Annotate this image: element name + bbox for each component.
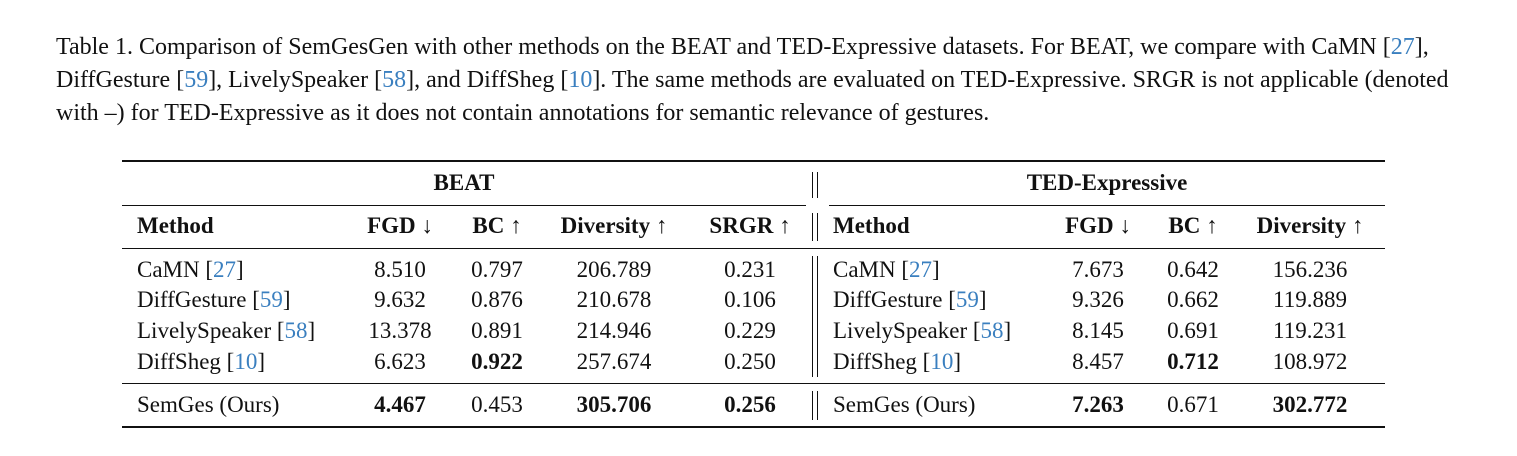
diversity-value: 119.889 xyxy=(1273,287,1347,312)
method-label: DiffSheg xyxy=(137,349,227,374)
column-header-srgr: SRGR ↑ xyxy=(709,213,791,238)
srgr-value-best: 0.256 xyxy=(724,392,776,417)
citation-link[interactable]: 27 xyxy=(213,257,237,282)
column-header-method: Method xyxy=(833,213,910,238)
diversity-value: 108.972 xyxy=(1272,349,1348,374)
srgr-value: 0.229 xyxy=(724,318,776,343)
beat-group-header: BEAT xyxy=(433,170,495,195)
table-top-rule xyxy=(122,160,1385,162)
method-name: CaMN [27] xyxy=(137,257,244,282)
bc-value: 0.891 xyxy=(471,318,523,343)
fgd-value: 7.673 xyxy=(1072,257,1124,282)
column-header-method: Method xyxy=(137,213,214,238)
column-divider xyxy=(817,172,818,198)
ted-group-rule xyxy=(829,205,1385,206)
srgr-value: 0.106 xyxy=(724,287,776,312)
fgd-value: 8.457 xyxy=(1072,349,1124,374)
citation-link[interactable]: 59 xyxy=(955,287,979,312)
column-divider xyxy=(817,256,818,377)
method-label: LivelySpeaker xyxy=(833,318,973,343)
method-name: LivelySpeaker [58] xyxy=(833,318,1012,343)
column-divider xyxy=(812,213,813,241)
diversity-value: 119.231 xyxy=(1273,318,1347,343)
method-name: LivelySpeaker [58] xyxy=(137,318,316,343)
bc-value: 0.691 xyxy=(1167,318,1219,343)
citation-link[interactable]: 58 xyxy=(980,318,1004,343)
bc-value: 0.453 xyxy=(471,392,523,417)
fgd-value: 13.378 xyxy=(368,318,432,343)
table-caption: Table 1. Comparison of SemGesGen with ot… xyxy=(56,31,1476,130)
ours-separator-rule xyxy=(122,383,1385,384)
caption-text: ], DiffGesture [ xyxy=(56,34,1429,93)
citation-link[interactable]: 10 xyxy=(930,349,954,374)
column-divider xyxy=(817,213,818,241)
method-name: DiffGesture [59] xyxy=(137,287,291,312)
bc-value: 0.876 xyxy=(471,287,523,312)
method-name: CaMN [27] xyxy=(833,257,940,282)
caption-text: Table 1. Comparison of SemGesGen with ot… xyxy=(56,34,1391,60)
diversity-value: 206.789 xyxy=(576,257,652,282)
fgd-value: 9.326 xyxy=(1072,287,1124,312)
method-label: DiffGesture xyxy=(833,287,949,312)
column-header-fgd: FGD ↓ xyxy=(367,213,433,238)
fgd-value-best: 4.467 xyxy=(374,392,426,417)
diversity-value: 156.236 xyxy=(1272,257,1348,282)
method-name-ours: SemGes (Ours) xyxy=(833,392,976,417)
beat-group-rule xyxy=(122,205,806,206)
bc-value-best: 0.922 xyxy=(471,349,523,374)
citation-link[interactable]: 58 xyxy=(284,318,308,343)
bc-value-best: 0.712 xyxy=(1167,349,1219,374)
citation-link[interactable]: 59 xyxy=(259,287,283,312)
citation-link[interactable]: 59 xyxy=(184,67,209,93)
column-header-bc: BC ↑ xyxy=(472,213,522,238)
ted-group-header: TED-Expressive xyxy=(1026,170,1188,195)
method-name: DiffSheg [10] xyxy=(137,349,265,374)
table-bottom-rule xyxy=(122,426,1385,428)
fgd-value: 8.145 xyxy=(1072,318,1124,343)
method-label: LivelySpeaker xyxy=(137,318,277,343)
method-label: DiffGesture xyxy=(137,287,253,312)
fgd-value: 6.623 xyxy=(374,349,426,374)
citation-link[interactable]: 27 xyxy=(1390,34,1415,60)
column-divider xyxy=(812,391,813,420)
diversity-value: 210.678 xyxy=(576,287,652,312)
column-header-diversity: Diversity ↑ xyxy=(560,213,668,238)
fgd-value-best: 7.263 xyxy=(1072,392,1124,417)
bc-value: 0.642 xyxy=(1167,257,1219,282)
method-label: CaMN xyxy=(833,257,902,282)
fgd-value: 9.632 xyxy=(374,287,426,312)
srgr-value: 0.250 xyxy=(724,349,776,374)
bc-value: 0.662 xyxy=(1167,287,1219,312)
citation-link[interactable]: 10 xyxy=(234,349,258,374)
caption-text: ], and DiffSheg [ xyxy=(406,67,569,93)
diversity-value: 214.946 xyxy=(576,318,652,343)
caption-text: ], LivelySpeaker [ xyxy=(208,67,383,93)
fgd-value: 8.510 xyxy=(374,257,426,282)
bc-value: 0.671 xyxy=(1167,392,1219,417)
column-divider xyxy=(812,256,813,377)
column-header-diversity: Diversity ↑ xyxy=(1256,213,1364,238)
bc-value: 0.797 xyxy=(471,257,523,282)
method-name-ours: SemGes (Ours) xyxy=(137,392,280,417)
method-name: DiffSheg [10] xyxy=(833,349,961,374)
diversity-value: 257.674 xyxy=(576,349,652,374)
diversity-value-best: 305.706 xyxy=(576,392,652,417)
header-rule xyxy=(122,248,1385,249)
citation-link[interactable]: 27 xyxy=(909,257,933,282)
column-header-fgd: FGD ↓ xyxy=(1065,213,1131,238)
column-divider xyxy=(812,172,813,198)
method-label: CaMN xyxy=(137,257,206,282)
citation-link[interactable]: 10 xyxy=(568,67,593,93)
column-divider xyxy=(817,391,818,420)
column-header-bc: BC ↑ xyxy=(1168,213,1218,238)
diversity-value-best: 302.772 xyxy=(1272,392,1348,417)
caption-text: ]. The same methods are evaluated on TED… xyxy=(56,67,1449,126)
method-label: DiffSheg xyxy=(833,349,923,374)
citation-link[interactable]: 58 xyxy=(382,67,407,93)
method-name: DiffGesture [59] xyxy=(833,287,987,312)
srgr-value: 0.231 xyxy=(724,257,776,282)
